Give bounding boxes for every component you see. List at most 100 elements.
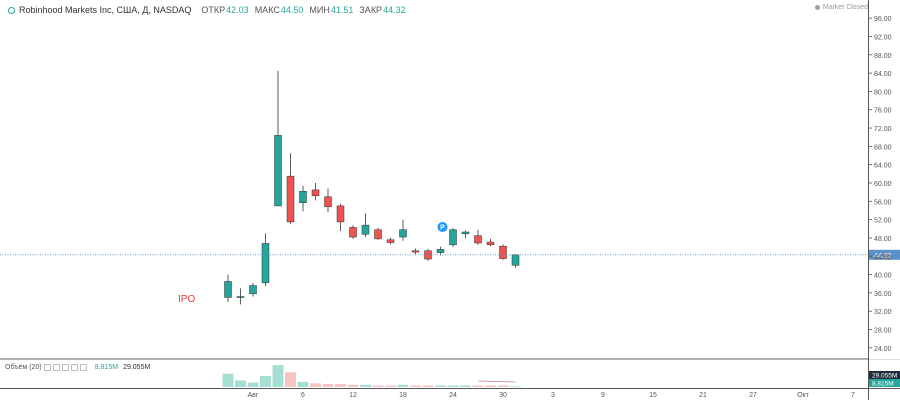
market-status: Market Closed (814, 4, 868, 11)
candle-body (349, 227, 357, 238)
volume-scale-label: 29.055M (872, 373, 897, 380)
x-tick-label: 6 (301, 392, 305, 399)
volume-legend[interactable]: Объём (20) 8.815M 29.055M (5, 364, 150, 371)
y-tick-label: 76.00 (874, 108, 892, 115)
volume-bar (510, 386, 521, 387)
chart-header: Robinhood Markets Inc, США, Д, NASDAQ ОТ… (8, 3, 406, 17)
x-tick-label: 9 (601, 392, 605, 399)
candle-body (224, 281, 232, 298)
x-tick-label: 3 (551, 392, 555, 399)
volume-bar (460, 385, 471, 387)
volume-bar (397, 384, 409, 387)
volume-bar (422, 385, 434, 387)
candle (474, 229, 482, 245)
candle-body (361, 224, 370, 235)
candle (374, 227, 382, 240)
overlays: 44.32 IPO P (0, 221, 900, 305)
volume-bar (235, 380, 246, 387)
candle (274, 70, 282, 207)
x-tick-label: 15 (649, 392, 657, 399)
candle (249, 282, 257, 297)
candle-body (499, 245, 507, 259)
candle-body (374, 229, 382, 240)
close-icon[interactable] (70, 364, 78, 371)
x-tick-label: Окт (797, 392, 810, 399)
volume-value-ma: 29.055M (123, 364, 151, 371)
volume-bar (322, 384, 334, 387)
symbol-title[interactable]: Robinhood Markets Inc, США, Д, NASDAQ (19, 5, 192, 15)
volume-bar (447, 385, 459, 387)
ohlc-high: МАКС44.50 (254, 5, 304, 15)
ohlc-close: ЗАКР44.32 (359, 5, 406, 15)
candle-body (474, 235, 482, 244)
last-price-label: 44.32 (874, 253, 892, 260)
ohlc-values: ОТКР42.03 МАКС44.50 МИН41.51 ЗАКР44.32 (201, 5, 405, 15)
eye-icon[interactable] (52, 364, 60, 371)
axes: 24.00 28.00 32.00 36.00 40.00 44.00 48.00 52.00… (248, 16, 900, 399)
symbol-status-dot (8, 6, 15, 14)
candle (224, 274, 232, 303)
candle-body (411, 250, 420, 253)
market-status-text: Market Closed (822, 4, 868, 11)
y-tick-label: 72.00 (874, 126, 892, 133)
candle-body (324, 196, 332, 208)
volume-scale-label-bg (869, 379, 900, 387)
y-tick-label: 60.00 (874, 181, 892, 188)
volume-pane (222, 365, 521, 387)
candle (236, 288, 245, 305)
candle (349, 225, 357, 239)
volume-bar (297, 381, 309, 387)
x-tick-label: 18 (399, 392, 407, 399)
candle (286, 153, 295, 225)
settings-icon[interactable] (61, 364, 69, 371)
candle (361, 213, 370, 238)
volume-bar (485, 385, 496, 387)
candle-body (449, 229, 457, 246)
volume-bar (260, 376, 271, 387)
volume-bar (385, 385, 396, 387)
volume-scale-label: 8.815M (872, 381, 894, 388)
y-tick-label: 40.00 (874, 273, 892, 280)
candle (436, 246, 445, 256)
x-tick-label: Авг (248, 392, 259, 399)
candle-body (311, 189, 320, 197)
candle-body (261, 243, 270, 284)
volume-bar (360, 384, 371, 387)
volume-bar (472, 385, 484, 387)
market-status-dot (814, 5, 820, 10)
ohlc-low: МИН41.51 (309, 5, 354, 15)
candle (386, 237, 395, 245)
candle-body (274, 135, 282, 207)
volume-bar (410, 385, 421, 387)
y-tick-label: 96.00 (874, 16, 892, 23)
candle (299, 185, 307, 212)
candle-body (486, 241, 495, 246)
more-icon[interactable] (79, 364, 87, 371)
volume-bar (435, 385, 446, 387)
ohlc-open: ОТКР42.03 (201, 5, 249, 15)
y-tick-label: 28.00 (874, 328, 892, 335)
volume-bar (272, 365, 284, 387)
candle-body (399, 229, 407, 238)
y-tick-label: 88.00 (874, 53, 892, 60)
volume-bar (497, 385, 509, 387)
candle-body (511, 254, 520, 266)
volume-value-current: 8.815M (94, 364, 119, 371)
candle (311, 183, 320, 201)
y-tick-label: 80.00 (874, 89, 892, 96)
x-tick-label: 24 (449, 392, 457, 399)
x-tick-label: 30 (499, 392, 507, 399)
candle-body (461, 231, 470, 235)
candle (461, 230, 470, 239)
x-tick-label: 21 (699, 392, 707, 399)
y-tick-label: 32.00 (874, 309, 892, 316)
y-tick-label: 92.00 (874, 34, 892, 41)
event-marker-icon (437, 221, 448, 232)
candle (486, 238, 495, 247)
volume-legend-label: Объём (20) (5, 364, 42, 371)
chevron-down-icon[interactable] (43, 364, 51, 371)
last-price-label-bg (869, 249, 900, 260)
x-tick-label: 7 (851, 392, 855, 399)
candles (224, 70, 520, 305)
